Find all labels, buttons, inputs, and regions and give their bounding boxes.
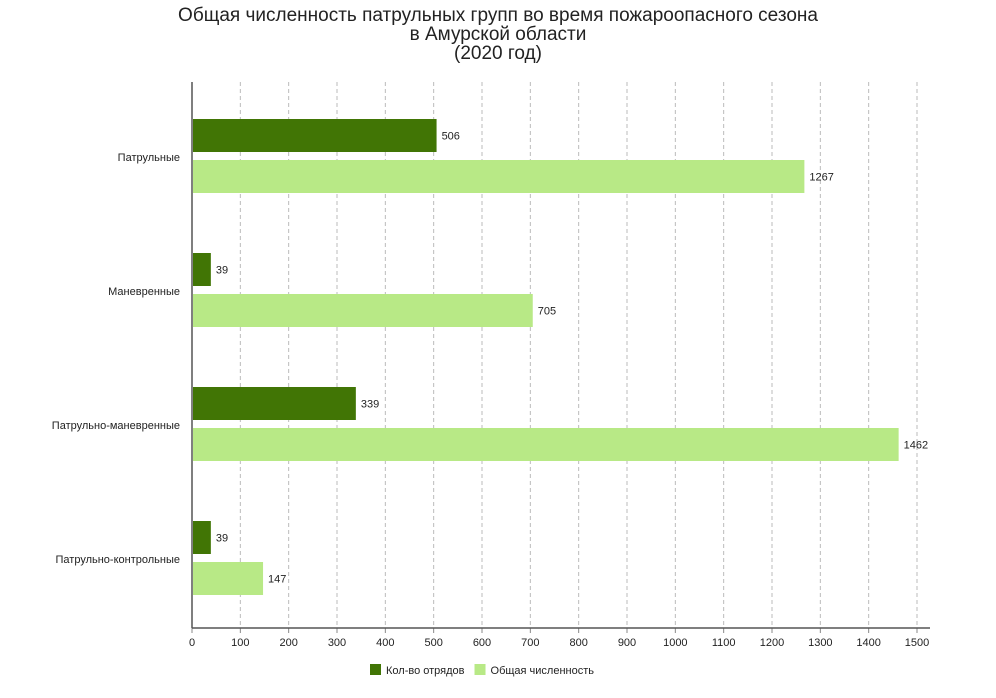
x-tick-label: 200 [279,637,297,649]
bar [193,160,805,193]
x-tick-label: 1000 [663,637,687,649]
bar [193,119,437,152]
x-tick-label: 400 [376,637,394,649]
legend-label: Общая численность [491,665,595,677]
data-label: 506 [442,131,460,143]
x-tick-label: 500 [424,637,442,649]
chart-title: Общая численность патрульных групп во вр… [0,6,996,63]
x-tick-label: 300 [328,637,346,649]
x-tick-label: 0 [189,637,195,649]
data-label: 705 [538,306,556,318]
bar [193,428,899,461]
legend-swatch [370,664,381,675]
title-line: Общая численность патрульных групп во вр… [178,5,818,26]
x-tick-label: 1200 [760,637,784,649]
bar [193,387,356,420]
x-tick-label: 100 [231,637,249,649]
x-tick-label: 1300 [808,637,832,649]
data-label: 147 [268,574,286,586]
title-line: в Амурской области [409,24,587,45]
x-tick-label: 1100 [712,637,736,649]
bar [193,294,533,327]
x-tick-label: 1400 [856,637,880,649]
bar [193,521,211,554]
x-tick-label: 1500 [905,637,929,649]
data-label: 1462 [904,440,928,452]
bar [193,562,264,595]
data-label: 1267 [809,172,833,184]
x-tick-label: 600 [473,637,491,649]
category-label: Патрульные [118,152,180,164]
x-tick-label: 800 [569,637,587,649]
legend-label: Кол-во отрядов [386,665,465,677]
title-line: (2020 год) [454,43,542,64]
category-label: Маневренные [108,286,180,298]
bar [193,253,211,286]
data-label: 39 [216,533,228,545]
x-tick-label: 700 [521,637,539,649]
data-label: 339 [361,399,379,411]
category-label: Патрульно-маневренные [52,420,180,432]
x-tick-label: 900 [618,637,636,649]
category-label: Патрульно-контрольные [56,554,181,566]
data-label: 39 [216,265,228,277]
legend-swatch [474,664,486,675]
